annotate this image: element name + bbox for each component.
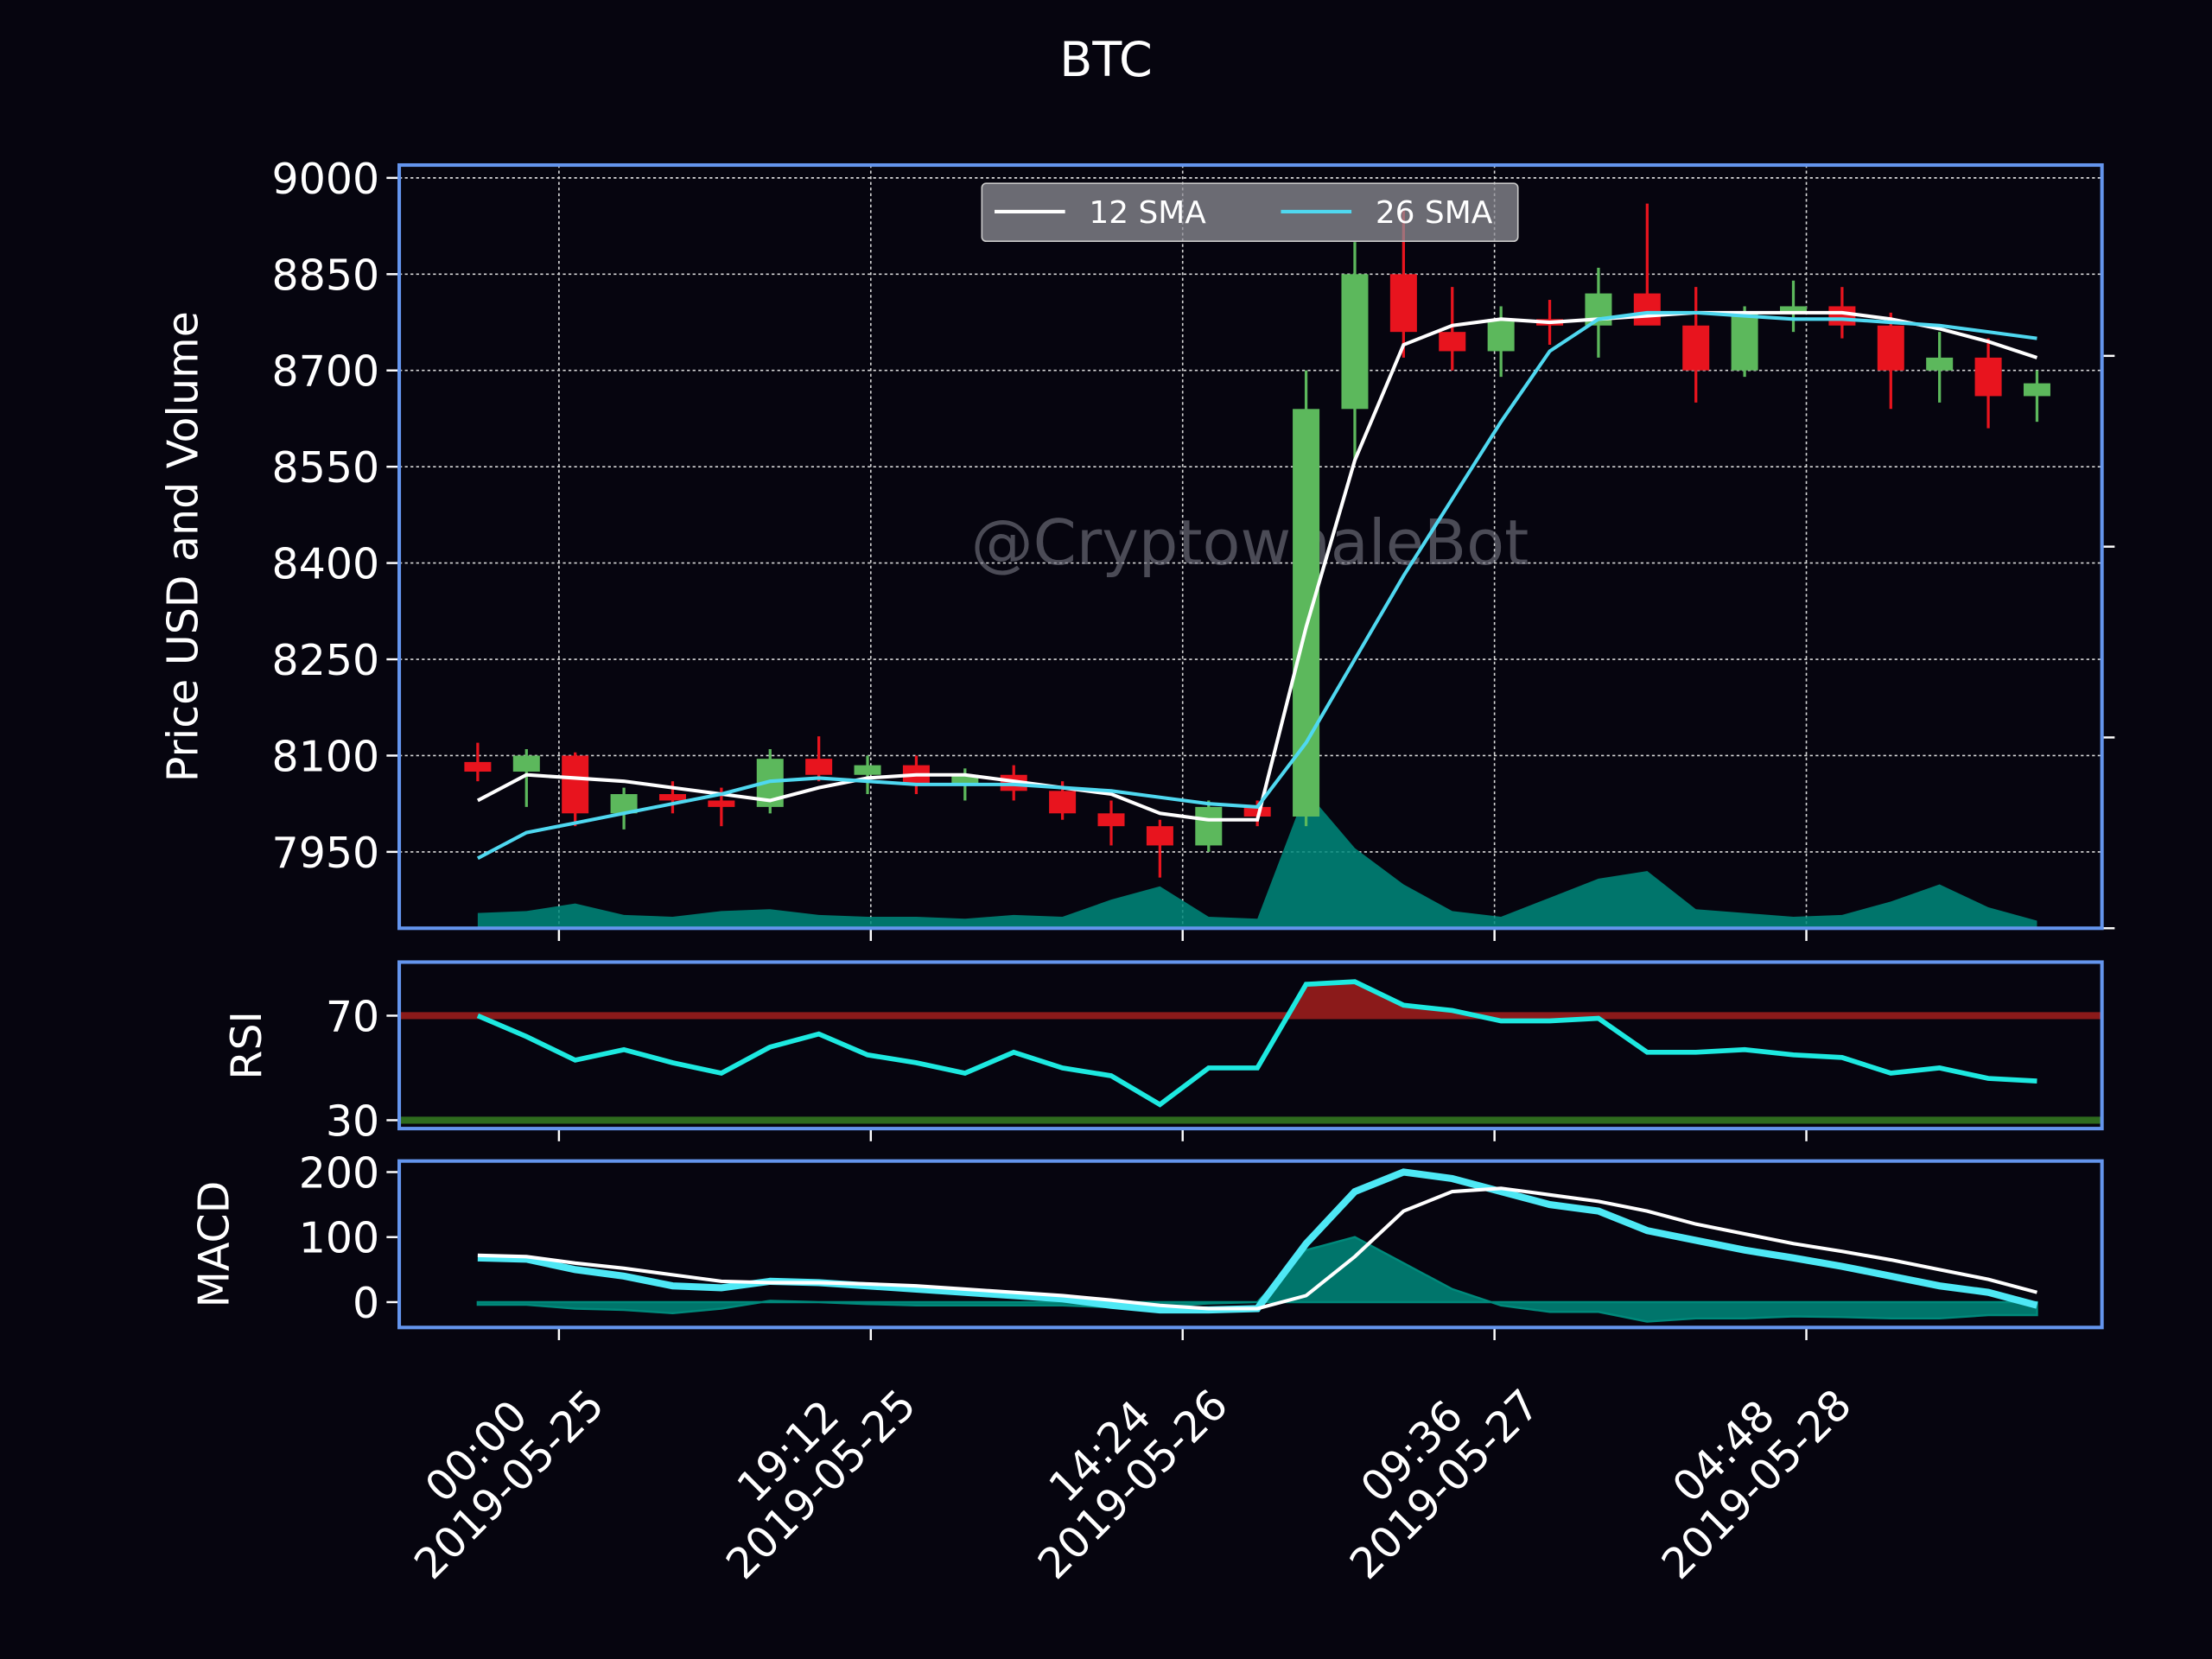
candle-body — [1439, 332, 1466, 352]
y-tick-label: 200 — [299, 1148, 379, 1198]
candle-body — [2023, 383, 2050, 397]
candle-body — [951, 774, 979, 785]
legend: 12 SMA 26 SMA — [981, 182, 1519, 242]
candle-body — [1633, 293, 1661, 326]
candle-body — [512, 755, 540, 772]
candle-body — [1828, 306, 1856, 326]
y-tick-label: 8550 — [272, 443, 380, 493]
candle-body — [1877, 325, 1904, 371]
candle-body — [1779, 306, 1808, 313]
legend-box — [981, 182, 1519, 242]
candle-body — [1293, 409, 1320, 817]
y-tick-label: 8250 — [272, 636, 380, 685]
sma-line — [476, 310, 2037, 861]
candle-body — [1097, 813, 1125, 827]
y-tick-label: 7950 — [272, 829, 380, 878]
watermark: @CryptowhaleBot — [971, 506, 1529, 579]
candle-body — [1731, 312, 1758, 371]
y-tick-label: 8850 — [272, 251, 380, 300]
candle-body — [1195, 806, 1223, 846]
candle-body — [1487, 319, 1515, 352]
candle-body — [562, 755, 589, 814]
y-axis-label: MACD — [189, 1181, 238, 1308]
candle-body — [1243, 806, 1271, 817]
candle-body — [1049, 791, 1077, 814]
candle-body — [1974, 357, 2002, 397]
candle-body — [854, 765, 881, 775]
y-tick-label: 8700 — [272, 347, 380, 397]
candle-body — [805, 759, 833, 775]
signal-line — [477, 1186, 2037, 1311]
candle-body — [1682, 325, 1710, 371]
axes-frame — [397, 1159, 2104, 1330]
y-axis-label: Price USD and Volume — [159, 311, 208, 782]
candle-body — [610, 794, 638, 814]
legend-label: 26 SMA — [1376, 195, 1493, 231]
y-axis-label: RSI — [222, 1011, 271, 1080]
y-tick-label: 0 — [353, 1279, 379, 1328]
candle-body — [1341, 274, 1369, 410]
axes-frame — [397, 960, 2104, 1131]
candle-body — [1146, 826, 1173, 846]
candle-body — [464, 761, 492, 772]
y-tick-label: 9000 — [272, 155, 380, 204]
candle-body — [658, 794, 686, 801]
chart-title: BTC — [1059, 32, 1152, 88]
y-tick-label: 8400 — [272, 540, 380, 589]
sma-line — [476, 310, 2038, 822]
rsi-line — [476, 979, 2037, 1108]
y-tick-label: 100 — [299, 1214, 379, 1263]
candle-body — [708, 800, 735, 807]
y-tick-label: 30 — [326, 1096, 379, 1146]
candle-body — [1389, 274, 1417, 333]
y-tick-label: 8100 — [272, 732, 380, 781]
y-tick-label: 70 — [326, 992, 379, 1041]
legend-label: 12 SMA — [1089, 195, 1206, 231]
axes-frame — [397, 162, 2104, 931]
candle-body — [1926, 357, 1954, 371]
volume-area — [477, 791, 2037, 929]
